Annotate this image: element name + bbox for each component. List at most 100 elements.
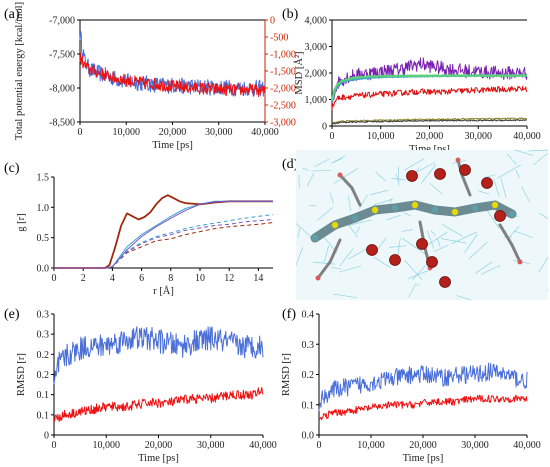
ion-sphere: [459, 164, 471, 176]
oxygen-atom: [315, 275, 321, 281]
x-axis-label: Time [ps]: [138, 453, 179, 464]
carbon-atom: [508, 210, 516, 218]
mesh-line: [356, 226, 360, 234]
mesh-line: [314, 158, 330, 168]
y2-tick-label: 0: [270, 16, 275, 27]
chart-c-rdf: 0 2 4 6 8 10 12 14 0.0 0.5 1.0 1.5 r [Å] g [r]: [16, 173, 274, 297]
y-tick-label: 3,000: [305, 42, 328, 53]
mesh-line: [441, 223, 464, 237]
molecular-snapshot-image: [295, 149, 549, 301]
polymer-backbone: [310, 157, 523, 281]
mesh-line: [295, 246, 304, 266]
ion-sphere: [416, 238, 428, 250]
y-tick-label: 0: [322, 122, 327, 133]
chart-e-rmsd: 0 10,000 20,000 30,000 40,000 0 0.1 0.1 0.2 0.2 0.…: [16, 310, 277, 465]
ion-sphere: [434, 168, 446, 180]
oxygen-atom: [517, 259, 523, 265]
mesh-line: [414, 162, 435, 174]
ion-sphere: [481, 177, 493, 189]
panel-label-e: (e): [4, 307, 20, 322]
y-axis-label: RMSD [r]: [16, 353, 27, 396]
y-tick-label: 1,000: [305, 95, 328, 106]
mesh-line: [427, 231, 448, 245]
y-tick-label: -8,000: [49, 84, 75, 95]
mesh-line: [330, 266, 342, 270]
mesh-line: [456, 295, 472, 301]
x-tick-label: 6: [139, 273, 144, 284]
y-tick-label: -7,500: [49, 50, 75, 61]
mesh-line: [493, 178, 500, 198]
side-chain: [498, 223, 522, 264]
mesh-line: [306, 173, 315, 187]
x-tick-label: 30,000: [205, 127, 233, 138]
mesh-line: [373, 198, 393, 206]
mesh-line: [317, 207, 334, 221]
x-tick-label: 30,000: [197, 440, 225, 451]
series-line: [332, 117, 528, 124]
series-line: [54, 200, 273, 269]
mesh-line: [386, 215, 401, 221]
sulfur-atom: [411, 201, 419, 209]
mesh-line: [389, 245, 407, 248]
mesh-line: [434, 244, 449, 252]
mesh-line: [451, 231, 477, 245]
mesh-line: [338, 265, 362, 273]
sulfur-atom: [371, 206, 379, 214]
mesh-line: [480, 265, 500, 275]
x-tick-label: 0: [317, 440, 322, 451]
mesh-line: [514, 149, 534, 156]
sulfur-atom: [491, 201, 499, 209]
mesh-line: [464, 234, 478, 253]
x-tick-label: 40,000: [249, 440, 277, 451]
x-tick-label: 0: [78, 127, 83, 138]
y-tick-label: -7,000: [49, 16, 75, 27]
mesh-line: [403, 212, 412, 217]
mesh-line: [369, 189, 389, 196]
x-tick-label: 10,000: [357, 440, 385, 451]
x-tick-label: 14: [253, 273, 263, 284]
y-tick-label: 2,000: [305, 69, 328, 80]
y-tick-label: 0.3: [37, 330, 50, 341]
ion-sphere: [426, 256, 438, 268]
mesh-line: [506, 226, 520, 240]
mesh-line: [430, 230, 436, 236]
y-tick-label: 0.0: [302, 431, 315, 442]
chart-f-rmsd: 0 10,000 20,000 30,000 40,000 0.0 0.1 0.2 0.3 0.4…: [281, 310, 541, 465]
side-chain: [316, 238, 342, 280]
mesh-line: [373, 256, 391, 269]
x-axis-label: Time [ps]: [409, 144, 450, 155]
y2-tick-label: -2,500: [270, 101, 296, 112]
y-axis-label: MSD [Å²]: [293, 51, 305, 94]
mesh-line: [416, 283, 420, 286]
mesh-line: [539, 212, 549, 219]
mesh-line: [339, 248, 354, 267]
carbon-atom: [351, 214, 359, 222]
mesh-line: [312, 261, 335, 265]
mesh-line: [332, 293, 358, 298]
mesh-line: [323, 245, 330, 263]
mesh-line: [538, 256, 549, 273]
oxygen-atom: [337, 172, 343, 178]
series-line: [331, 119, 528, 125]
mesh-line: [375, 171, 387, 182]
mesh-line: [302, 167, 309, 171]
y-tick-label: 0.2: [37, 370, 50, 381]
y-tick-label: 0.0: [37, 264, 50, 275]
mesh-line: [441, 238, 467, 244]
x-axis-label: r [Å]: [153, 285, 174, 297]
oxygen-atom: [455, 157, 461, 163]
y-axis-label: g [r]: [16, 213, 27, 231]
mesh-line: [436, 237, 441, 248]
y-tick-label: 0.2: [37, 350, 50, 361]
x-tick-label: 8: [168, 273, 173, 284]
y-tick-label: 0.3: [302, 340, 315, 351]
y-tick-label: -8,500: [49, 118, 75, 129]
x-tick-label: 20,000: [159, 127, 187, 138]
ion-sphere: [494, 210, 506, 222]
mesh-line: [429, 183, 443, 195]
carbon-atom: [471, 204, 479, 212]
y-tick-label: 0.2: [302, 370, 315, 381]
series-line: [331, 85, 528, 111]
mesh-line: [408, 283, 417, 298]
y-tick-label: 0.3: [37, 310, 50, 321]
